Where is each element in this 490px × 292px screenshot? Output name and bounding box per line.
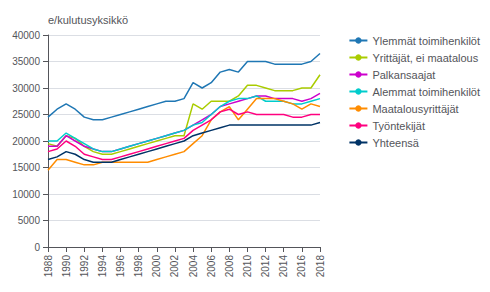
svg-text:20000: 20000	[12, 136, 40, 147]
svg-text:2004: 2004	[188, 255, 199, 278]
svg-text:Alemmat toimihenkilöt: Alemmat toimihenkilöt	[372, 86, 480, 98]
svg-text:1992: 1992	[79, 255, 90, 278]
svg-text:10000: 10000	[12, 189, 40, 200]
svg-text:15000: 15000	[12, 162, 40, 173]
svg-text:0: 0	[34, 242, 40, 253]
svg-text:2008: 2008	[224, 255, 235, 278]
svg-text:Työntekijät: Työntekijät	[372, 120, 425, 132]
svg-text:1994: 1994	[97, 255, 108, 278]
svg-text:40000: 40000	[12, 30, 40, 41]
svg-text:e/kulutusyksikkö: e/kulutusyksikkö	[48, 14, 128, 26]
svg-text:2000: 2000	[151, 255, 162, 278]
svg-text:2018: 2018	[315, 255, 326, 278]
svg-text:Yhteensä: Yhteensä	[372, 137, 419, 149]
svg-text:2012: 2012	[260, 255, 271, 278]
svg-text:1990: 1990	[61, 255, 72, 278]
svg-text:2010: 2010	[242, 255, 253, 278]
svg-text:5000: 5000	[18, 215, 41, 226]
svg-text:35000: 35000	[12, 56, 40, 67]
svg-text:2016: 2016	[296, 255, 307, 278]
svg-text:2006: 2006	[206, 255, 217, 278]
svg-text:2014: 2014	[278, 255, 289, 278]
svg-text:Ylemmät toimihenkilöt: Ylemmät toimihenkilöt	[372, 35, 480, 47]
svg-text:Maatalousyrittäjät: Maatalousyrittäjät	[372, 103, 458, 115]
svg-text:1996: 1996	[115, 255, 126, 278]
svg-text:2002: 2002	[169, 255, 180, 278]
svg-text:Palkansaajat: Palkansaajat	[372, 69, 435, 81]
svg-text:30000: 30000	[12, 83, 40, 94]
svg-text:1988: 1988	[43, 255, 54, 278]
svg-text:1998: 1998	[133, 255, 144, 278]
svg-text:Yrittäjät, ei maatalous: Yrittäjät, ei maatalous	[372, 52, 478, 64]
svg-text:25000: 25000	[12, 109, 40, 120]
